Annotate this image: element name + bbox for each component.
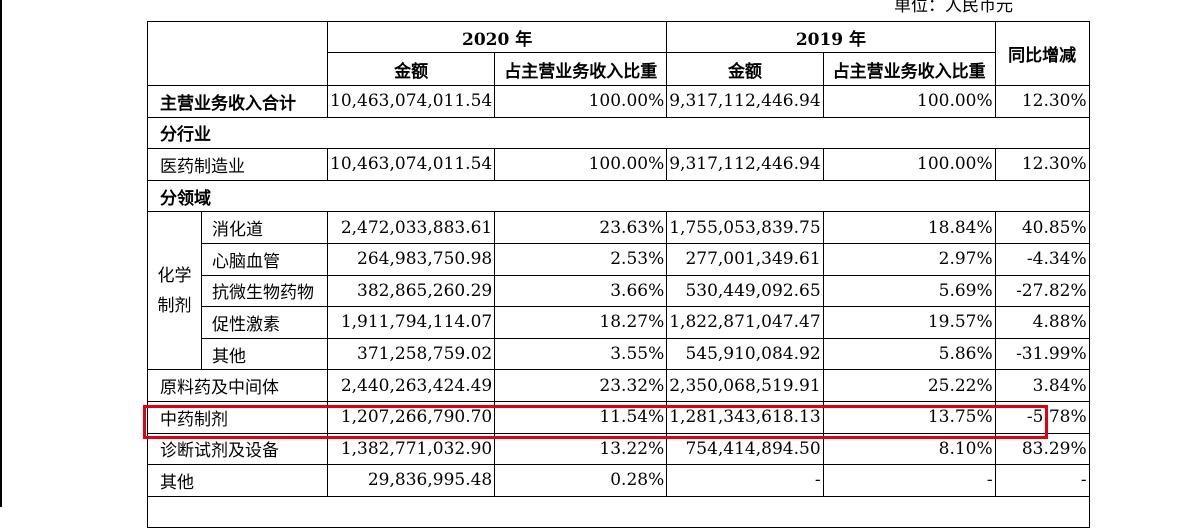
share-2020: 11.54% xyxy=(494,400,668,434)
yoy-change: -27.82% xyxy=(994,274,1090,308)
share-2019: 2.97% xyxy=(822,242,996,276)
amount-2020: 10,463,074,011.54 xyxy=(326,148,496,181)
table-row: 医药制造业 10,463,074,011.54 100.00% 9,317,11… xyxy=(147,148,1090,181)
yoy-change: - xyxy=(994,464,1090,497)
amount-2020: 1,911,794,114.07 xyxy=(326,306,496,339)
amount-2020: 2,440,263,424.49 xyxy=(326,369,496,402)
table-row: 原料药及中间体 2,440,263,424.49 23.32% 2,350,06… xyxy=(147,369,1090,402)
yoy-change: 40.85% xyxy=(994,211,1090,244)
table-row-highlighted: 中药制剂 1,207,266,790.70 11.54% 1,281,343,6… xyxy=(147,400,1090,434)
share-2020: 23.32% xyxy=(494,369,668,402)
amount-2019: 754,414,894.50 xyxy=(666,432,824,466)
page-left-border xyxy=(0,0,2,507)
row-label: 原料药及中间体 xyxy=(147,369,328,402)
amount-2019: 545,910,084.92 xyxy=(666,337,824,371)
table-row: 心脑血管 264,983,750.98 2.53% 277,001,349.61… xyxy=(148,242,1090,276)
unit-label: 单位：人民币元 xyxy=(894,0,1013,16)
amount-2019: 2,350,068,519.91 xyxy=(666,369,824,402)
table-row-total: 主营业务收入合计 10,463,074,011.54 100.00% 9,317… xyxy=(147,85,1090,118)
share-2019: 8.10% xyxy=(822,432,996,466)
share-2019: 5.69% xyxy=(822,274,996,308)
share-2019: 5.86% xyxy=(822,337,996,371)
header-year-2020: 2020 年 xyxy=(326,21,668,53)
share-2020: 100.00% xyxy=(494,148,668,181)
header-corner xyxy=(147,21,328,86)
share-2020: 23.63% xyxy=(494,211,668,244)
amount-2020: 382,865,260.29 xyxy=(326,274,496,308)
amount-2020: 264,983,750.98 xyxy=(326,242,496,276)
amount-2020: 371,258,759.02 xyxy=(326,337,496,371)
table-row: 其他 371,258,759.02 3.55% 545,910,084.92 5… xyxy=(148,337,1090,371)
share-2020: 13.22% xyxy=(494,432,668,466)
share-2019: 19.57% xyxy=(822,306,996,339)
amount-2020: 10,463,074,011.54 xyxy=(326,85,496,118)
header-amount-2020: 金额 xyxy=(326,52,496,86)
share-2019: 18.84% xyxy=(822,211,996,244)
yoy-change: 3.84% xyxy=(994,369,1090,402)
table-row: 其他 29,836,995.48 0.28% - - - xyxy=(147,464,1090,497)
yoy-change: -5.78% xyxy=(994,400,1090,434)
header-year-2019: 2019 年 xyxy=(666,21,996,53)
empty-cell xyxy=(147,495,1090,528)
section-label: 分领域 xyxy=(147,179,1090,213)
amount-2020: 2,472,033,883.61 xyxy=(326,211,496,244)
chem-group-label: 化学 制剂 xyxy=(147,211,202,371)
amount-2019: 530,449,092.65 xyxy=(666,274,824,308)
yoy-change: 83.29% xyxy=(994,432,1090,466)
yoy-change: -4.34% xyxy=(994,242,1090,276)
share-2020: 3.66% xyxy=(494,274,668,308)
table-row-empty xyxy=(147,495,1090,528)
share-2019: 100.00% xyxy=(822,85,996,118)
yoy-change: 4.88% xyxy=(994,306,1090,339)
row-label: 医药制造业 xyxy=(147,148,328,181)
row-label: 诊断试剂及设备 xyxy=(147,432,328,466)
revenue-table: 2020 年 2019 年 同比增减 金额 占主营业务收入比重 金额 占主营业务… xyxy=(147,21,1090,528)
amount-2019: 1,281,343,618.13 xyxy=(666,400,824,434)
share-2020: 100.00% xyxy=(494,85,668,118)
table-row: 促性激素 1,911,794,114.07 18.27% 1,822,871,0… xyxy=(148,306,1090,339)
header-yoy: 同比增减 xyxy=(994,21,1090,86)
share-2020: 18.27% xyxy=(494,306,668,339)
share-2019: 100.00% xyxy=(822,148,996,181)
amount-2019: 9,317,112,446.94 xyxy=(666,148,824,181)
header-share-2019: 占主营业务收入比重 xyxy=(822,52,996,86)
row-label: 主营业务收入合计 xyxy=(147,85,328,118)
header-share-2020: 占主营业务收入比重 xyxy=(494,52,668,86)
table-row: 诊断试剂及设备 1,382,771,032.90 13.22% 754,414,… xyxy=(147,432,1090,466)
amount-2020: 1,382,771,032.90 xyxy=(326,432,496,466)
section-header-industry: 分行业 xyxy=(147,116,1090,150)
share-2019: - xyxy=(822,464,996,497)
row-label: 其他 xyxy=(147,464,328,497)
yoy-change: 12.30% xyxy=(994,85,1090,118)
row-label: 消化道 xyxy=(201,211,328,244)
share-2020: 0.28% xyxy=(494,464,668,497)
row-label: 中药制剂 xyxy=(147,400,328,434)
row-label: 心脑血管 xyxy=(201,242,328,276)
header-row-years: 2020 年 2019 年 同比增减 xyxy=(147,21,1090,86)
row-label: 其他 xyxy=(201,337,328,371)
table-row: 抗微生物药物 382,865,260.29 3.66% 530,449,092.… xyxy=(148,274,1090,308)
share-2020: 3.55% xyxy=(494,337,668,371)
section-header-domain: 分领域 xyxy=(147,179,1090,213)
share-2019: 13.75% xyxy=(822,400,996,434)
chem-group-line1: 化学 xyxy=(157,265,192,286)
yoy-change: 12.30% xyxy=(994,148,1090,181)
header-amount-2019: 金额 xyxy=(666,52,824,86)
amount-2019: - xyxy=(666,464,824,497)
amount-2020: 29,836,995.48 xyxy=(326,464,496,497)
row-label: 抗微生物药物 xyxy=(201,274,328,308)
chem-group-line2: 制剂 xyxy=(157,295,192,316)
section-label: 分行业 xyxy=(147,116,1090,150)
share-2020: 2.53% xyxy=(494,242,668,276)
share-2019: 25.22% xyxy=(822,369,996,402)
table-row: 化学 制剂 消化道 2,472,033,883.61 23.63% 1,755,… xyxy=(147,211,1090,371)
amount-2020: 1,207,266,790.70 xyxy=(326,400,496,434)
header-row-columns: 金额 占主营业务收入比重 金额 占主营业务收入比重 xyxy=(148,52,1090,86)
yoy-change: -31.99% xyxy=(994,337,1090,371)
amount-2019: 1,822,871,047.47 xyxy=(666,306,824,339)
amount-2019: 9,317,112,446.94 xyxy=(666,85,824,118)
amount-2019: 1,755,053,839.75 xyxy=(666,211,824,244)
row-label: 促性激素 xyxy=(201,306,328,339)
amount-2019: 277,001,349.61 xyxy=(666,242,824,276)
